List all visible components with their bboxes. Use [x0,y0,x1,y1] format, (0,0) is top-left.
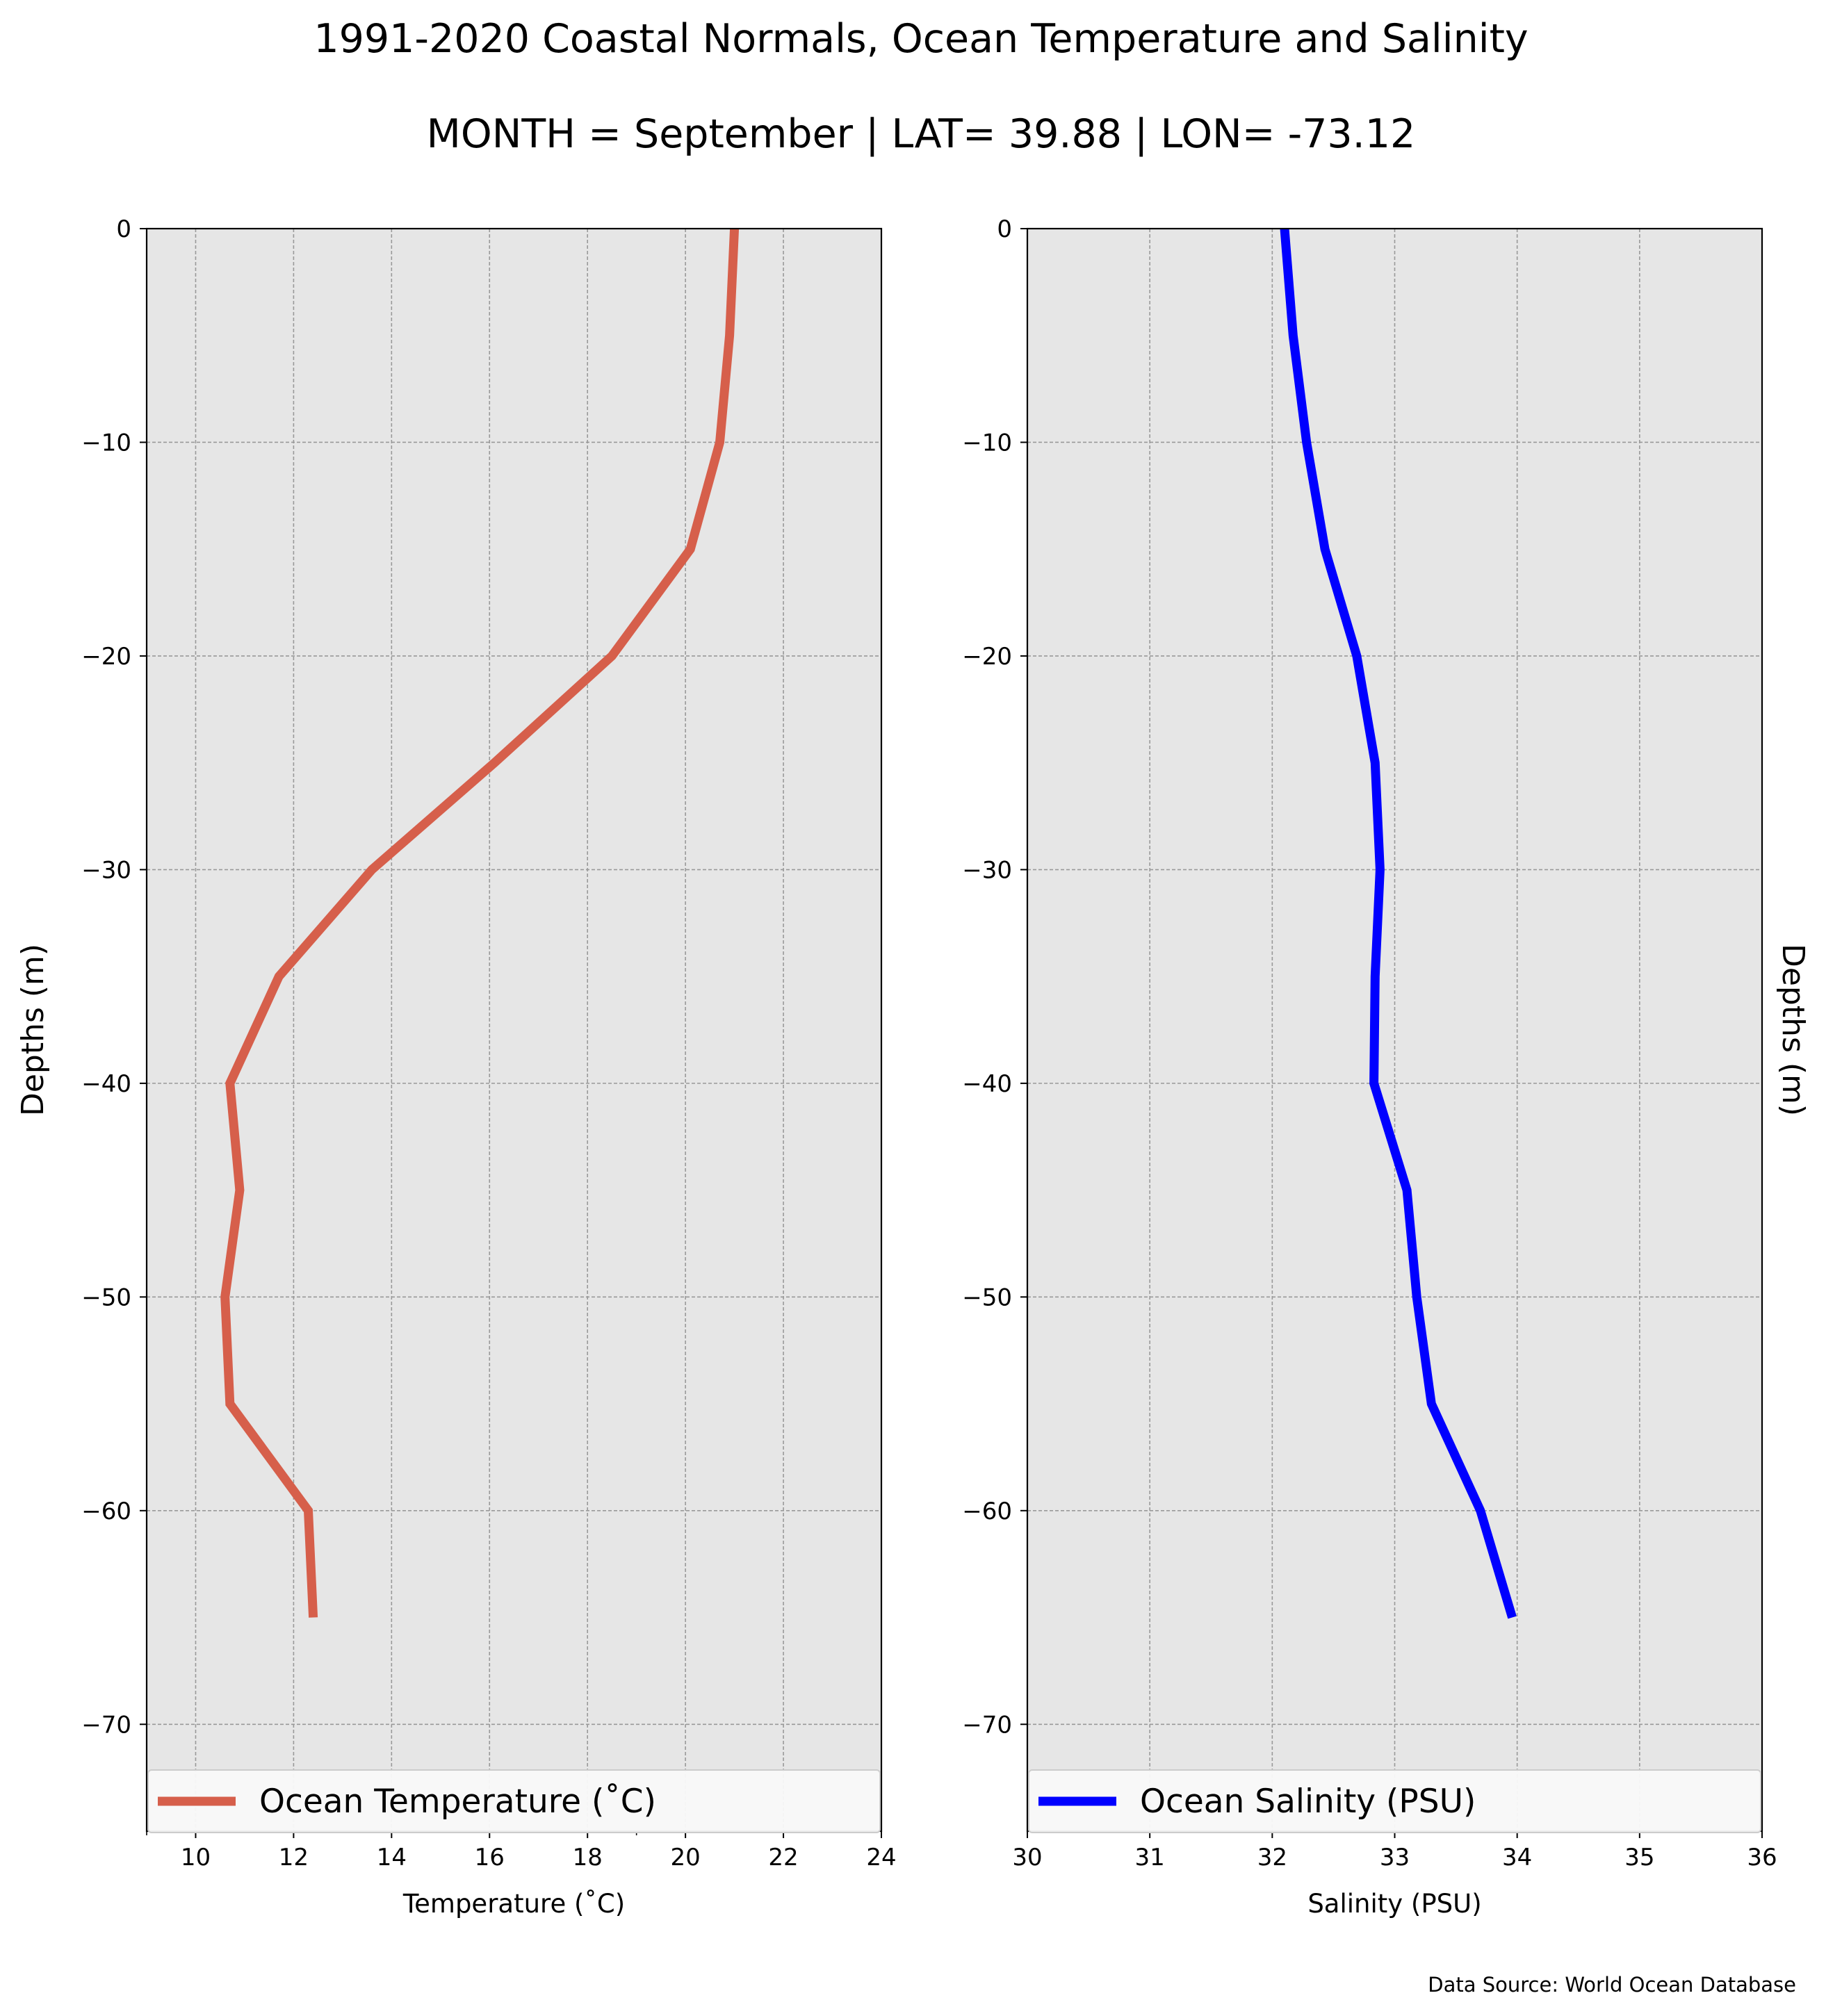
temperature-panel: 10 12 14 16 18 20 22 24 0 −10 −20 −30 −40 −50 −60 −70 Te… [15,215,897,1919]
legend: Ocean Salinity (PSU) [1028,1769,1761,1833]
y-tick-label: −30 [962,856,1012,884]
salinity-panel: 30 31 32 33 34 35 36 0 −10 −20 −30 −40 −50 −60 −70 Sali… [962,215,1811,1919]
y-tick-label: −40 [81,1070,131,1098]
legend: Ocean Temperature (˚C) [147,1769,881,1833]
y-tick-label: −20 [81,643,131,671]
x-tick-label: 30 [1012,1844,1042,1871]
x-tick-label: 20 [671,1844,701,1871]
y-tick-label: −20 [962,643,1012,671]
plot-area [147,229,881,1831]
x-tick-label: 22 [768,1844,798,1871]
data-source-note: Data Source: World Ocean Database [1428,1973,1796,1997]
y-axis-title: Depths (m) [1775,944,1811,1116]
y-tick-label: 0 [116,215,131,243]
x-tick-label: 10 [181,1844,211,1871]
y-tick-label: −30 [81,856,131,884]
series-line [220,228,740,1618]
x-tick-label: 16 [475,1844,505,1871]
legend-box [147,1769,881,1833]
x-tick-label: 18 [573,1844,603,1871]
legend-label: Ocean Temperature (˚C) [259,1783,656,1821]
y-tick-label: −70 [962,1711,1012,1739]
x-tick-label: 12 [279,1844,309,1871]
legend-label: Ocean Salinity (PSU) [1140,1783,1476,1821]
x-tick-label: 33 [1380,1844,1410,1871]
y-tick-label: −40 [962,1070,1012,1098]
chart-subtitle: MONTH = September | LAT= 39.88 | LON= -7… [427,111,1416,157]
y-tick-label: −10 [962,429,1012,457]
x-tick-label: 32 [1257,1844,1287,1871]
chart-title: 1991-2020 Coastal Normals, Ocean Tempera… [313,16,1528,62]
y-tick-label: −60 [81,1498,131,1525]
x-tick-label: 34 [1502,1844,1532,1871]
x-tick-label: 24 [866,1844,896,1871]
y-axis-title: Depths (m) [15,944,51,1116]
x-axis-title: Salinity (PSU) [1307,1889,1481,1919]
y-tick-label: −50 [81,1284,131,1311]
y-tick-label: −60 [962,1498,1012,1525]
y-tick-label: −70 [81,1711,131,1739]
x-tick-label: 35 [1624,1844,1654,1871]
series-line [1280,228,1517,1619]
y-tick-label: −50 [962,1284,1012,1311]
legend-box [1028,1769,1761,1833]
y-tick-label: 0 [997,215,1012,243]
y-tick-label: −10 [81,429,131,457]
x-axis-title: Temperature (˚C) [402,1889,625,1919]
x-tick-label: 31 [1135,1844,1165,1871]
x-tick-label: 36 [1747,1844,1777,1871]
x-tick-label: 14 [377,1844,407,1871]
